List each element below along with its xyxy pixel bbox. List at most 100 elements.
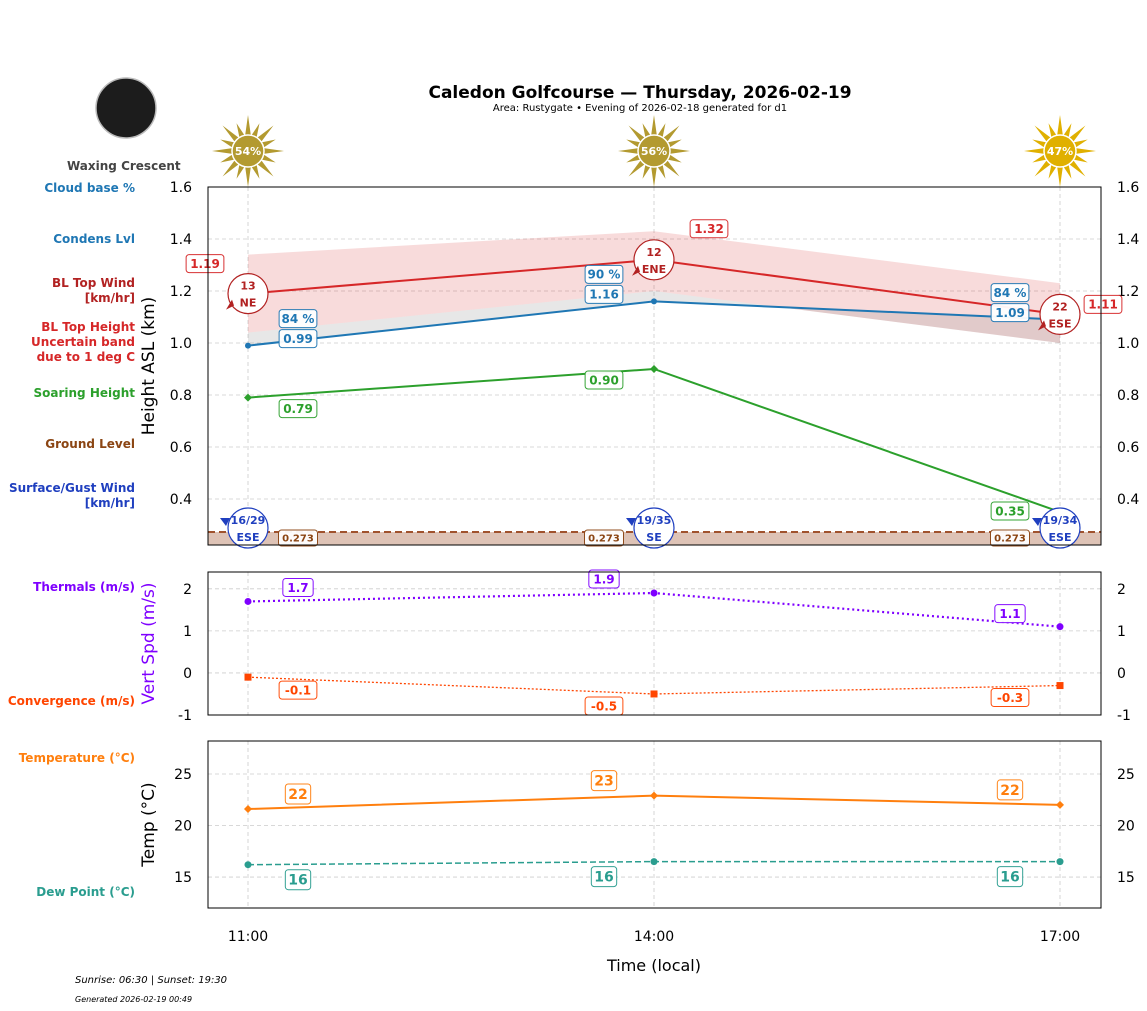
- y-tick-label-right: 0.6: [1117, 440, 1139, 456]
- thermals-point: [650, 589, 658, 597]
- y-tick-label: 25: [174, 767, 192, 783]
- surface-wind-speed: 19/35: [637, 514, 672, 527]
- temperature-label: 22: [1000, 783, 1019, 799]
- y-tick-label-right: 0.8: [1117, 388, 1139, 404]
- x-tick-label: 11:00: [228, 929, 268, 945]
- bl-wind-icon: [1039, 293, 1081, 335]
- y-tick-label: -1: [178, 708, 192, 724]
- condens-point: [651, 298, 657, 305]
- wind-arrow-icon: [1038, 320, 1046, 331]
- soaring-point: [244, 393, 252, 402]
- y-tick-label-right: 1.0: [1117, 336, 1139, 352]
- soaring-label-box: [990, 501, 1030, 521]
- temperature-point: [244, 805, 252, 814]
- convergence-label: -0.3: [997, 691, 1023, 705]
- convergence-label-box: [278, 680, 318, 700]
- bl-top-label: 1.19: [190, 257, 220, 271]
- sun-disc: [1043, 134, 1077, 168]
- surface-wind-dir: ESE: [237, 531, 260, 544]
- ground-label: 0.273: [994, 534, 1026, 545]
- generated-time: Generated 2026-02-19 00:49: [75, 995, 193, 1004]
- dewpoint-label-box: [996, 866, 1024, 888]
- y-tick-label-right: 1.6: [1117, 180, 1139, 196]
- moon-icon: [95, 77, 157, 139]
- condens-label-box: [278, 329, 318, 349]
- ground-label-box: [990, 529, 1030, 547]
- y-tick-label: 1: [183, 624, 192, 640]
- sun-icon: [618, 115, 690, 187]
- surface-wind-icon: [633, 507, 675, 549]
- wind-arrow-icon: [226, 299, 234, 310]
- y-tick-label: 0.4: [170, 492, 192, 508]
- dewpoint-point: [244, 861, 252, 869]
- cloud-layer-fill: [248, 290, 1060, 346]
- soaring-label-box: [278, 399, 318, 419]
- y-tick-label: 0.6: [170, 440, 192, 456]
- y-tick-label-right: 0: [1117, 666, 1126, 682]
- x-tick-label: 14:00: [634, 929, 674, 945]
- surface-wind-dir: SE: [646, 531, 661, 544]
- wind-arrow-icon: [632, 265, 640, 276]
- thermals-label-box: [994, 604, 1026, 624]
- y-tick-label-right: 1: [1117, 624, 1126, 640]
- condens-point: [245, 342, 251, 349]
- sun-icon: [1024, 115, 1096, 187]
- condens-label: 0.99: [283, 332, 313, 346]
- y-axis-label: Vert Spd (m/s): [139, 582, 159, 704]
- y-tick-label-right: 15: [1117, 870, 1135, 886]
- temperature-label: 23: [594, 774, 613, 790]
- convergence-point: [650, 690, 658, 698]
- ground-label: 0.273: [282, 534, 314, 545]
- row-label: Ground Level: [45, 437, 135, 451]
- thermals-label: 1.9: [593, 572, 614, 586]
- soaring-point: [650, 364, 658, 373]
- chart-title: Caledon Golfcourse — Thursday, 2026-02-1…: [428, 83, 852, 103]
- sun-percent: 54%: [235, 145, 261, 158]
- y-axis-label: Temp (°C): [139, 782, 159, 867]
- convergence-label: -0.1: [285, 683, 311, 697]
- bl-top-label-box: [185, 254, 225, 274]
- surface-wind-dir: ESE: [1049, 531, 1072, 544]
- bl-wind-speed: 13: [240, 280, 255, 293]
- thermals-label-box: [588, 569, 620, 589]
- y-tick-label-right: 0.4: [1117, 492, 1139, 508]
- dewpoint-label-box: [284, 869, 312, 891]
- cloud-base-pct-label-box: [584, 264, 624, 284]
- wind-arrow-icon: [220, 518, 230, 526]
- dewpoint-point: [1056, 858, 1064, 866]
- row-label: Temperature (°C): [18, 751, 135, 765]
- y-tick-label: 1.2: [170, 284, 192, 300]
- ground-label: 0.273: [588, 534, 620, 545]
- cloud-base-pct-label: 90 %: [588, 268, 621, 282]
- y-axis-label: Height ASL (km): [139, 297, 159, 436]
- bl-uncertainty-band: [248, 231, 1060, 343]
- y-tick-label: 1.6: [170, 180, 192, 196]
- thermals-label: 1.7: [287, 581, 308, 595]
- row-label: BL Top Wind [km/hr]: [51, 276, 135, 305]
- chart-subtitle: Area: Rustygate • Evening of 2026-02-18 …: [492, 103, 788, 114]
- dewpoint-point: [650, 858, 658, 866]
- dewpoint-label-box: [590, 866, 618, 888]
- temperature-label-box: [996, 779, 1024, 801]
- sun-percent: 47%: [1047, 145, 1073, 158]
- soaring-label: 0.79: [283, 402, 313, 416]
- row-label: Condens Lvl: [53, 232, 135, 246]
- thermals-label-box: [282, 577, 314, 597]
- condens-label: 1.16: [589, 288, 619, 302]
- row-label: BL Top Height Uncertain band due to 1 de…: [31, 320, 135, 364]
- bl-top-label-box: [689, 219, 729, 239]
- thermals-point: [244, 597, 252, 605]
- y-tick-label: 1.0: [170, 336, 192, 352]
- bl-wind-speed: 12: [646, 246, 661, 259]
- row-label: Surface/Gust Wind [km/hr]: [9, 481, 135, 510]
- plot-frame: [207, 571, 1102, 716]
- bl-top-label-box: [1083, 294, 1123, 314]
- condens-label: 1.09: [995, 306, 1025, 320]
- y-tick-label-right: 20: [1117, 819, 1135, 835]
- condens-label-box: [990, 303, 1030, 323]
- moon-phase-label: Waxing Crescent: [67, 159, 181, 173]
- soaring-label: 0.35: [995, 504, 1025, 518]
- bl-top-label: 1.32: [694, 222, 724, 236]
